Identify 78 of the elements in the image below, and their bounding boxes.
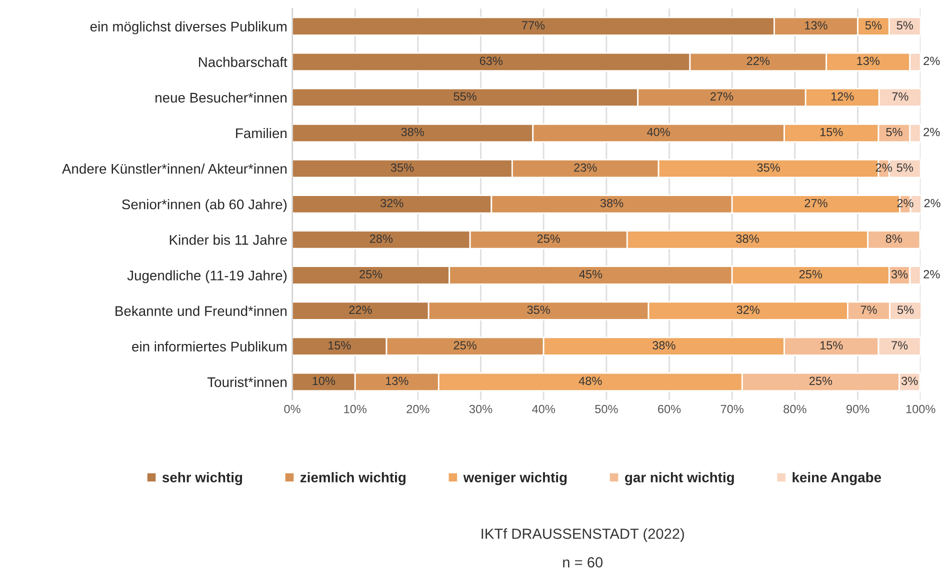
x-tick-label: 0% — [284, 404, 300, 414]
data-label: 35% — [757, 163, 780, 172]
data-label: 25% — [809, 376, 832, 386]
data-label: 5% — [897, 306, 914, 314]
data-label: 25% — [360, 270, 382, 278]
x-tick-label: 100% — [906, 404, 936, 414]
x-tick-label: 50% — [595, 404, 618, 414]
data-label: 5% — [896, 163, 913, 172]
data-label: 28% — [370, 234, 393, 243]
y-tick-label: Tourist*innen — [207, 376, 287, 388]
y-tick-label: neue Besucher*innen — [156, 92, 287, 103]
data-label: 15% — [328, 341, 351, 350]
data-label: 25% — [454, 341, 476, 350]
data-label: 45% — [579, 270, 602, 278]
data-label: 2% — [924, 270, 940, 278]
data-label: 32% — [736, 306, 760, 314]
data-label: 22% — [746, 56, 770, 66]
x-tick-label: 10% — [344, 404, 366, 414]
data-label: 5% — [865, 21, 882, 30]
data-label: 2% — [924, 56, 940, 66]
y-tick-label: ein möglichst diverses Publikum — [90, 21, 286, 34]
legend-label: keine Angabe — [792, 472, 882, 486]
x-tick-label: 80% — [784, 404, 806, 414]
data-label: 13% — [857, 56, 880, 66]
data-label: 7% — [892, 92, 908, 101]
data-label: 12% — [831, 92, 854, 101]
data-label: 35% — [390, 163, 414, 172]
data-label: 35% — [527, 306, 550, 314]
data-label: 55% — [454, 92, 476, 101]
legend-label: ziemlich wichtig — [300, 472, 406, 486]
data-label: 2% — [924, 128, 940, 136]
x-tick-label: 30% — [469, 404, 492, 414]
data-label: 23% — [574, 163, 597, 172]
y-tick-label: ein informiertes Publikum — [132, 341, 286, 352]
x-tick-label: 20% — [406, 404, 430, 414]
y-tick-label: Nachbarschaft — [198, 56, 288, 68]
data-label: 3% — [891, 270, 908, 278]
data-label: 48% — [578, 376, 602, 386]
data-label: 25% — [799, 270, 822, 278]
data-label: 27% — [710, 92, 734, 101]
legend-label: gar nicht wichtig — [625, 472, 734, 486]
data-label: 13% — [386, 376, 408, 386]
data-label: 7% — [892, 341, 908, 350]
data-label: 13% — [805, 21, 828, 30]
data-label: 5% — [896, 21, 913, 30]
data-label: 22% — [349, 306, 372, 314]
data-label: 38% — [600, 198, 624, 208]
y-tick-label: Bekannte und Freund*innen — [116, 306, 287, 316]
text: n = 60 — [563, 557, 603, 568]
data-label: 40% — [647, 128, 670, 136]
y-tick-label: Andere Künstler*innen/ Akteur*innen — [62, 164, 287, 174]
data-label: 10% — [312, 376, 336, 386]
data-label: 7% — [860, 306, 877, 314]
data-label: 3% — [902, 376, 918, 386]
data-label: 2% — [924, 198, 940, 208]
text: IKTf DRAUSSENSTADT (2022) — [482, 528, 684, 542]
data-label: 15% — [820, 128, 843, 136]
legend-label: sehr wichtig — [162, 472, 242, 486]
data-label: 38% — [736, 234, 759, 243]
data-label: 38% — [652, 341, 676, 350]
data-label: 8% — [886, 234, 902, 243]
y-tick-label: Senior*innen (ab 60 Jahre) — [122, 199, 287, 212]
x-tick-label: 60% — [658, 404, 681, 414]
x-tick-label: 40% — [532, 404, 555, 414]
y-tick-label: Kinder bis 11 Jahre — [170, 234, 287, 245]
data-label: 5% — [886, 128, 902, 136]
data-label: 77% — [522, 21, 545, 30]
legend-label: weniger wichtig — [463, 472, 567, 486]
data-label: 25% — [537, 234, 560, 243]
data-label: 15% — [820, 341, 843, 350]
y-tick-label: Jugendliche (11-19 Jahre) — [127, 270, 287, 284]
y-tick-label: Familien — [236, 128, 287, 138]
data-label: 27% — [804, 198, 828, 208]
data-label: 38% — [401, 128, 424, 136]
x-tick-label: 70% — [720, 404, 744, 414]
data-label: 32% — [380, 198, 404, 208]
data-label: 63% — [480, 56, 503, 66]
x-tick-label: 90% — [846, 404, 870, 414]
